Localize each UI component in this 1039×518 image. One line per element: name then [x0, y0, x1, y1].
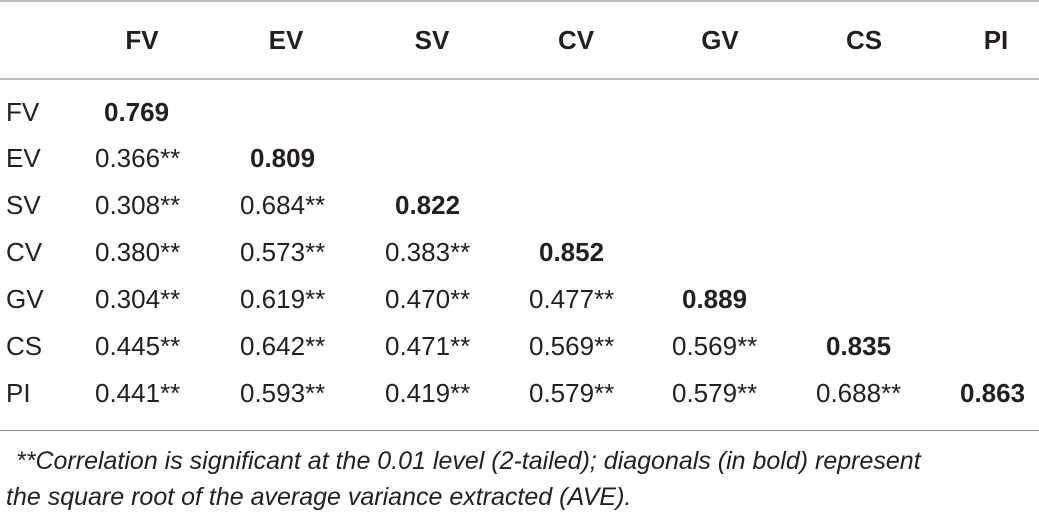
table-cell: 0.441** — [95, 378, 181, 408]
table-cell-diagonal: 0.852 — [539, 237, 605, 267]
table-cell: 0.619** — [240, 284, 326, 314]
footnote-line-2: the square root of the average variance … — [6, 483, 632, 511]
table-cell: 0.477** — [529, 284, 615, 314]
column-header-ev: EV — [268, 25, 304, 55]
row-label-ev: EV — [6, 143, 41, 173]
table-footnote: **Correlation is significant at the 0.01… — [6, 443, 1034, 515]
row-label-cs: CS — [6, 331, 43, 361]
table-cell: 0.579** — [672, 378, 758, 408]
table-cell-diagonal: 0.835 — [826, 331, 892, 361]
table-cell: 0.471** — [385, 331, 471, 361]
table-cell-diagonal: 0.822 — [395, 190, 461, 220]
table-cell: 0.308** — [95, 190, 181, 220]
column-header-pi: PI — [983, 25, 1009, 55]
table-cell: 0.470** — [385, 284, 471, 314]
table-cell: 0.366** — [95, 143, 181, 173]
table-cell-diagonal: 0.863 — [960, 378, 1026, 408]
column-header-cs: CS — [845, 25, 883, 55]
table-cell: 0.688** — [816, 378, 902, 408]
table-bottom-rule — [0, 430, 1039, 431]
table-cell: 0.569** — [529, 331, 615, 361]
column-header-gv: GV — [701, 25, 739, 55]
column-header-fv: FV — [125, 25, 159, 55]
table-cell: 0.304** — [95, 284, 181, 314]
row-label-gv: GV — [6, 284, 44, 314]
table-cell: 0.445** — [95, 331, 181, 361]
table-cell-diagonal: 0.809 — [250, 143, 316, 173]
column-header-cv: CV — [557, 25, 595, 55]
column-header-sv: SV — [414, 25, 450, 55]
row-label-pi: PI — [6, 378, 31, 408]
table-cell: 0.569** — [672, 331, 758, 361]
table-cell: 0.419** — [385, 378, 471, 408]
table-cell-diagonal: 0.889 — [682, 284, 748, 314]
table-cell: 0.642** — [240, 331, 326, 361]
table-cell: 0.579** — [529, 378, 615, 408]
table-top-rule — [0, 0, 1039, 2]
table-cell: 0.573** — [240, 237, 326, 267]
table-cell-diagonal: 0.769 — [104, 97, 170, 127]
footnote-line-1: **Correlation is significant at the 0.01… — [16, 447, 921, 475]
table-cell: 0.593** — [240, 378, 326, 408]
table-cell: 0.383** — [385, 237, 471, 267]
table-header-rule — [0, 78, 1039, 80]
table-cell: 0.684** — [240, 190, 326, 220]
row-label-cv: CV — [6, 237, 43, 267]
table-cell: 0.380** — [95, 237, 181, 267]
row-label-fv: FV — [6, 97, 40, 127]
row-label-sv: SV — [6, 190, 41, 220]
